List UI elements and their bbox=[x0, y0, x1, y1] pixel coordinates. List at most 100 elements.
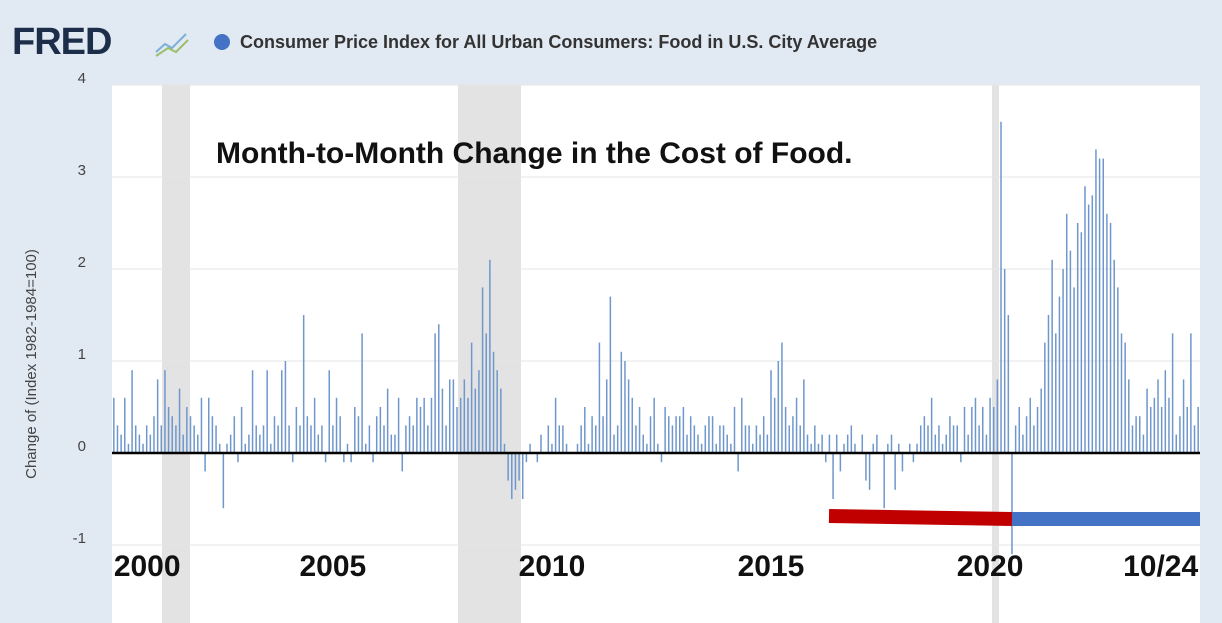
bar bbox=[438, 324, 440, 453]
bar bbox=[642, 434, 644, 453]
plot-area bbox=[112, 85, 1200, 623]
bar bbox=[372, 453, 374, 463]
period-bar bbox=[828, 509, 1013, 526]
bar bbox=[306, 416, 309, 453]
bar bbox=[1120, 333, 1123, 453]
bar bbox=[1153, 397, 1156, 453]
bar bbox=[1047, 315, 1050, 453]
bar bbox=[390, 434, 393, 453]
bar bbox=[930, 397, 933, 453]
bar bbox=[145, 425, 148, 453]
bar bbox=[587, 443, 590, 453]
bar bbox=[890, 434, 893, 453]
bar bbox=[704, 425, 707, 453]
bar bbox=[343, 453, 345, 463]
bar bbox=[982, 407, 984, 453]
bar bbox=[693, 425, 696, 453]
bar bbox=[1065, 213, 1068, 453]
bar bbox=[167, 407, 170, 453]
bar bbox=[605, 379, 608, 453]
bar bbox=[211, 416, 214, 453]
bar bbox=[686, 434, 688, 453]
bar bbox=[1164, 370, 1167, 453]
bar bbox=[291, 453, 294, 463]
bar bbox=[383, 425, 385, 453]
bar bbox=[657, 443, 659, 453]
bar bbox=[730, 443, 732, 453]
bar bbox=[846, 434, 849, 453]
bar bbox=[653, 397, 655, 453]
y-tick-label: 0 bbox=[78, 438, 86, 455]
bar bbox=[806, 434, 809, 453]
bar bbox=[200, 397, 203, 453]
bar bbox=[386, 388, 389, 453]
bar bbox=[934, 434, 937, 453]
bar bbox=[854, 443, 856, 453]
bar bbox=[339, 416, 341, 453]
bar bbox=[218, 443, 221, 453]
bar bbox=[1182, 379, 1185, 453]
bar bbox=[876, 434, 878, 453]
bar bbox=[956, 425, 958, 453]
bar bbox=[204, 453, 206, 472]
bar bbox=[259, 434, 261, 453]
bar bbox=[1087, 204, 1090, 453]
bar bbox=[609, 296, 612, 453]
bar bbox=[226, 443, 228, 453]
bar bbox=[799, 425, 801, 453]
bar bbox=[503, 443, 506, 453]
bar bbox=[923, 416, 926, 453]
bar bbox=[1102, 158, 1104, 453]
bar bbox=[894, 453, 896, 490]
bar bbox=[675, 416, 677, 453]
bar bbox=[737, 453, 739, 472]
bar bbox=[620, 351, 623, 453]
bar bbox=[1014, 425, 1017, 453]
x-tick-label: 2010 bbox=[519, 550, 586, 583]
bar bbox=[770, 370, 772, 453]
bar bbox=[689, 416, 692, 453]
bar bbox=[741, 397, 743, 453]
bar bbox=[237, 453, 239, 463]
bar bbox=[1033, 425, 1035, 453]
bar bbox=[992, 407, 995, 453]
bar bbox=[613, 434, 615, 453]
bar bbox=[1117, 287, 1119, 453]
bar bbox=[1069, 250, 1072, 453]
bar bbox=[525, 453, 528, 463]
bar bbox=[733, 407, 736, 453]
bar bbox=[138, 434, 141, 453]
bar bbox=[814, 425, 816, 453]
bar bbox=[445, 425, 447, 453]
recession-band bbox=[992, 85, 999, 623]
bar bbox=[744, 425, 747, 453]
bar bbox=[521, 453, 524, 499]
bar bbox=[1135, 416, 1137, 453]
bar bbox=[985, 434, 988, 453]
bar bbox=[949, 416, 951, 453]
bar bbox=[313, 397, 316, 453]
bar bbox=[773, 397, 776, 453]
bar bbox=[726, 434, 728, 453]
bar bbox=[660, 453, 663, 463]
bar bbox=[919, 425, 922, 453]
y-tick-label: 4 bbox=[78, 70, 86, 87]
bar bbox=[1036, 407, 1039, 453]
bar bbox=[284, 361, 287, 453]
bar bbox=[580, 425, 582, 453]
bar bbox=[591, 416, 593, 453]
bar bbox=[762, 416, 765, 453]
bar bbox=[485, 333, 487, 453]
bar bbox=[266, 370, 268, 453]
bar bbox=[1190, 333, 1192, 453]
bar bbox=[456, 407, 458, 453]
bar bbox=[565, 443, 568, 453]
y-tick-label: -1 bbox=[73, 530, 86, 547]
bar bbox=[164, 370, 166, 453]
bar bbox=[781, 342, 783, 453]
bar bbox=[646, 443, 648, 453]
bar bbox=[288, 425, 290, 453]
bar bbox=[795, 397, 798, 453]
bar bbox=[423, 397, 425, 453]
bar bbox=[1131, 425, 1134, 453]
